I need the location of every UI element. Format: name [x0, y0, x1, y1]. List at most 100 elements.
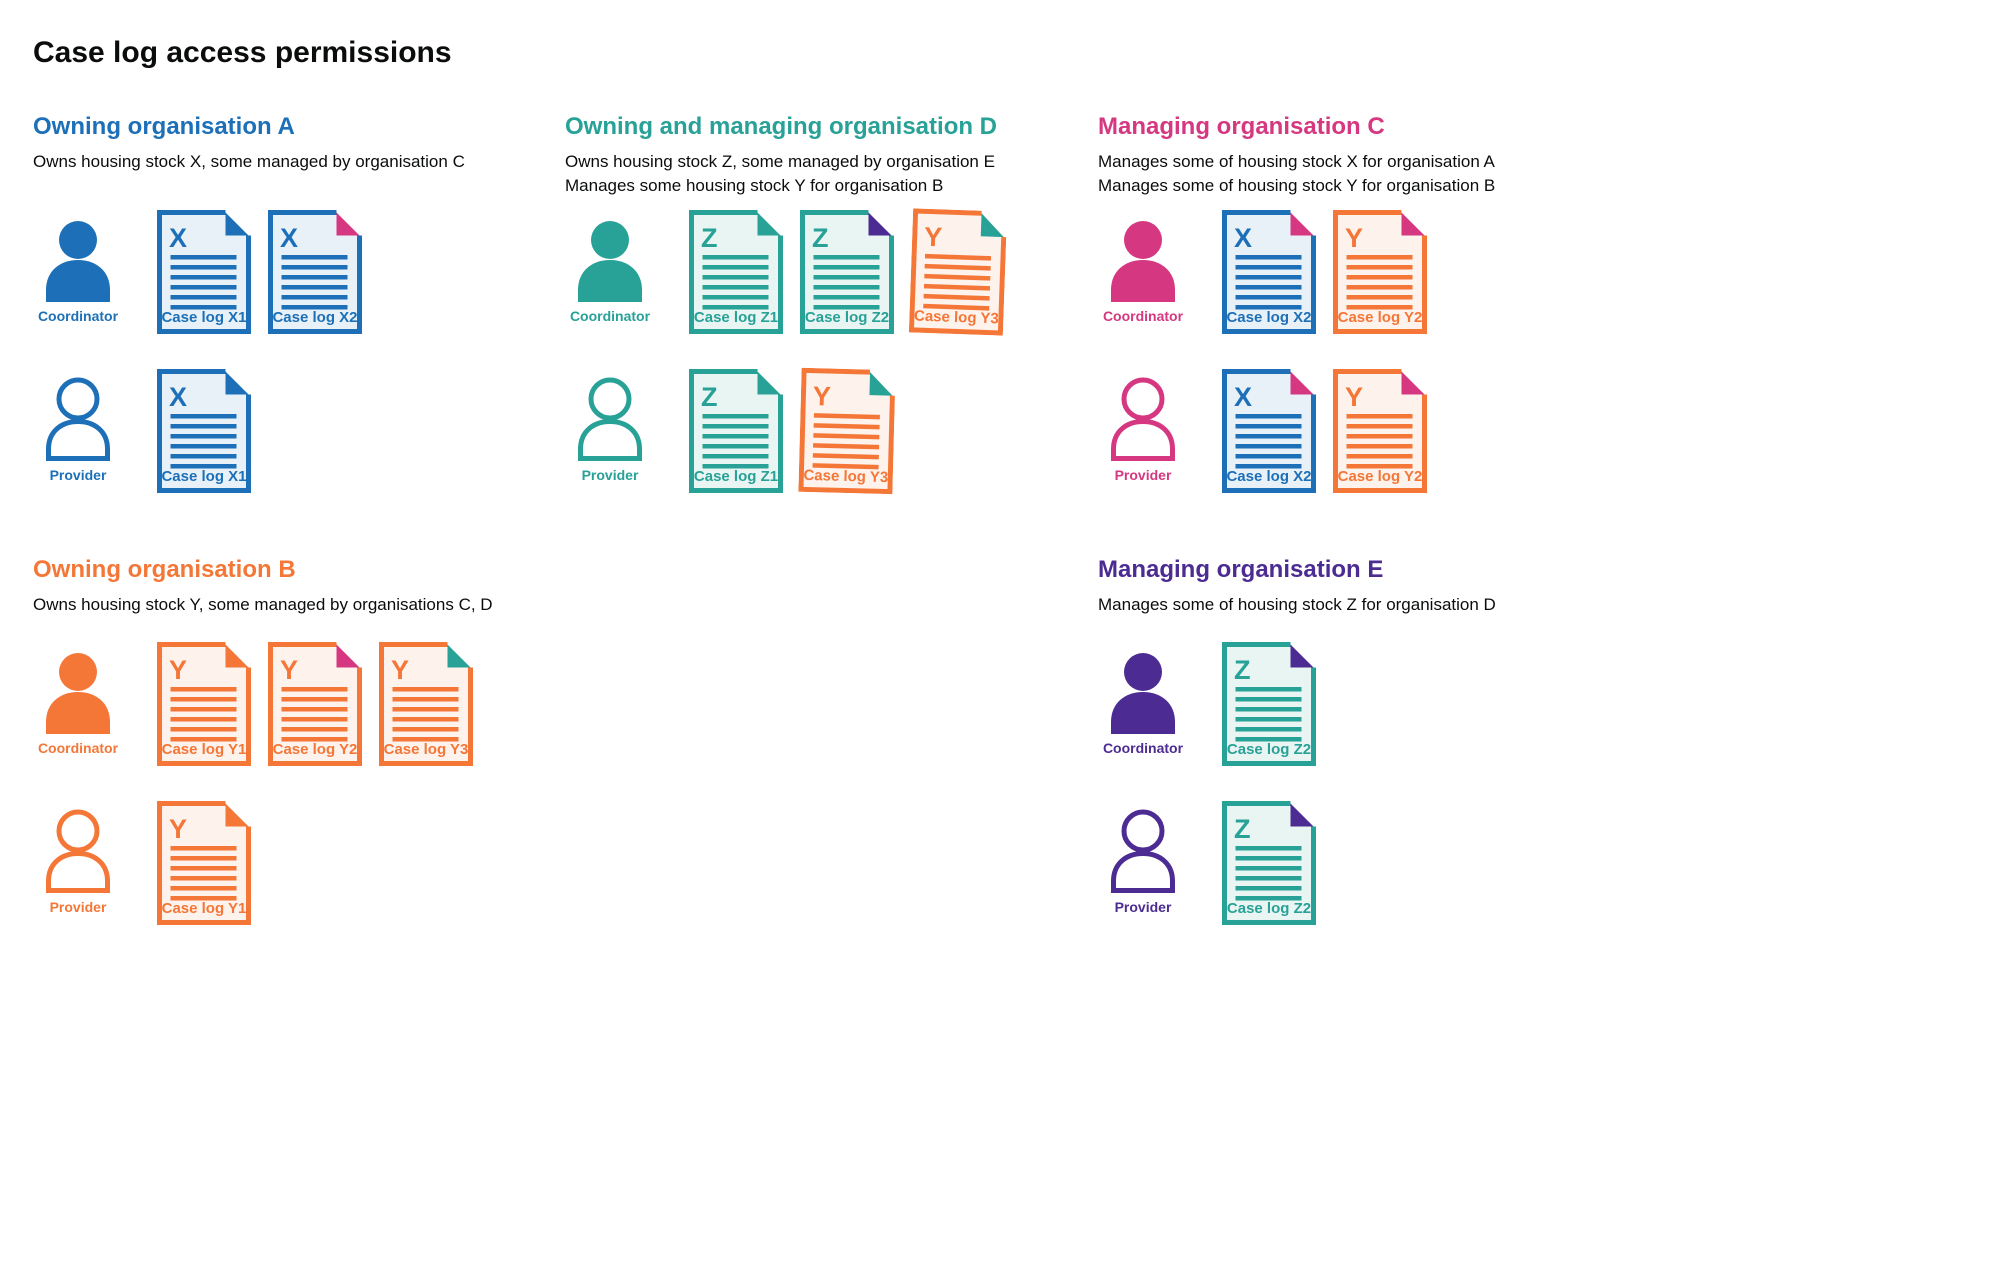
document-border [268, 642, 362, 766]
coordinator-row: Coordinator Z Case log Z1 Z Case log Z2 [565, 208, 1098, 336]
folded-corner-icon [1290, 644, 1314, 668]
coordinator-person-icon [578, 221, 642, 302]
case-log-document: Y Case log Y2 [1333, 210, 1427, 334]
section-description-line: Owns housing stock X, some managed by or… [33, 152, 465, 171]
document-list: X Case log X1 X Case log X2 [157, 210, 362, 334]
document-label: Case log X2 [1226, 309, 1311, 326]
case-log-document: X Case log X2 [1222, 369, 1316, 493]
document-stock-letter: Z [1234, 655, 1251, 685]
role-label: Provider [1114, 899, 1172, 915]
document-list: X Case log X1 [157, 369, 251, 493]
provider-person-icon [1111, 377, 1175, 461]
section-heading: Owning organisation B [33, 556, 296, 583]
document-text-lines [170, 414, 237, 469]
document-page [802, 212, 892, 332]
case-log-document: X Case log X2 [268, 210, 362, 334]
document-label: Case log Y2 [1338, 309, 1423, 326]
document-label: Case log X2 [272, 309, 357, 326]
document-label: Case log X1 [161, 309, 246, 326]
document-list: Z Case log Z2 [1222, 642, 1316, 766]
folded-corner-icon [757, 212, 781, 236]
document-text-lines [1346, 414, 1413, 469]
section-description-line: Owns housing stock Y, some managed by or… [33, 595, 493, 614]
section-heading: Owning and managing organisation D [565, 113, 998, 140]
document-label: Case log Y2 [273, 741, 358, 758]
provider-row: Provider X Case log X2 Y Case log Y2 [1098, 369, 2000, 493]
document-text-lines [702, 414, 769, 469]
document-page [381, 644, 471, 764]
document-list: X Case log X2 Y Case log Y2 [1222, 210, 1427, 334]
case-log-document: Y Case log Y1 [157, 801, 251, 925]
document-label: Case log Z2 [1227, 741, 1311, 758]
document-border [800, 210, 894, 334]
document-stock-letter: X [169, 382, 187, 412]
document-text-lines [1235, 846, 1302, 901]
section-description-line: Manages some of housing stock Z for orga… [1098, 595, 1496, 614]
section-description: Manages some of housing stock Z for orga… [1098, 593, 2000, 617]
person-head [56, 809, 100, 853]
person-body [1111, 692, 1175, 734]
document-page [270, 212, 360, 332]
person-head [1124, 221, 1162, 259]
case-log-document: X Case log X1 [157, 369, 251, 493]
person-block: Coordinator [33, 210, 123, 324]
role-label: Coordinator [1102, 740, 1184, 756]
person-body [578, 260, 642, 302]
case-log-document: Z Case log Z1 [689, 369, 783, 493]
document-border [379, 642, 473, 766]
person-head [59, 221, 97, 259]
section-managing-organisation-e: Managing organisation E Manages some of … [1098, 555, 2000, 925]
document-stock-letter: Y [391, 655, 409, 685]
person-block: Coordinator [565, 210, 655, 324]
section-heading: Managing organisation C [1098, 113, 1385, 140]
document-stock-letter: Y [813, 381, 832, 411]
document-text-lines [1235, 687, 1302, 742]
document-list: Y Case log Y1 Y Case log Y2 Y Case log Y… [157, 642, 473, 766]
person-head [1121, 377, 1165, 421]
document-label: Case log Z2 [805, 309, 889, 326]
section-owning-and-managing-organisation-d: Owning and managing organisation D Owns … [565, 112, 1098, 495]
document-text-lines [170, 687, 237, 742]
person-block: Provider [1098, 801, 1188, 915]
document-page [1224, 371, 1314, 491]
case-log-document: Y Case log Y3 [798, 367, 895, 495]
document-stock-letter: X [169, 223, 187, 253]
document-page [159, 803, 249, 923]
section-description-line: Manages some housing stock Y for organis… [565, 176, 944, 195]
document-list: Z Case log Z1 Z Case log Z2 Y Case log Y… [689, 208, 1007, 336]
document-page [1224, 803, 1314, 923]
section-heading: Managing organisation E [1098, 556, 1384, 583]
section-description: Owns housing stock X, some managed by or… [33, 150, 565, 198]
document-border [689, 369, 783, 493]
section-description-line: Owns housing stock Z, some managed by or… [565, 152, 995, 171]
person-head [591, 221, 629, 259]
document-text-lines [392, 687, 459, 742]
provider-person-icon [46, 377, 110, 461]
coordinator-person-icon [1111, 221, 1175, 302]
coordinator-row: Coordinator Y Case log Y1 Y Case log Y2 [33, 642, 565, 766]
document-page [1335, 371, 1425, 491]
document-border [268, 210, 362, 334]
section-description: Owns housing stock Y, some managed by or… [33, 593, 565, 617]
folded-corner-icon [1401, 371, 1425, 395]
section-heading: Owning organisation A [33, 113, 295, 140]
folded-corner-icon [757, 371, 781, 395]
role-label: Provider [581, 467, 639, 483]
role-label: Coordinator [37, 308, 119, 324]
document-border [1333, 210, 1427, 334]
folded-corner-icon [336, 212, 360, 236]
provider-row: Provider Y Case log Y1 [33, 801, 565, 925]
role-label: Provider [1114, 467, 1172, 483]
document-border [157, 210, 251, 334]
case-log-document: X Case log X1 [157, 210, 251, 334]
document-stock-letter: Y [280, 655, 298, 685]
document-page [691, 371, 781, 491]
person-head [56, 377, 100, 421]
document-page [1224, 644, 1314, 764]
case-log-document: Y Case log Y2 [1333, 369, 1427, 493]
person-body [46, 260, 110, 302]
role-label: Coordinator [569, 308, 651, 324]
document-label: Case log Y3 [384, 741, 469, 758]
document-border [1222, 801, 1316, 925]
folded-corner-icon [225, 644, 249, 668]
